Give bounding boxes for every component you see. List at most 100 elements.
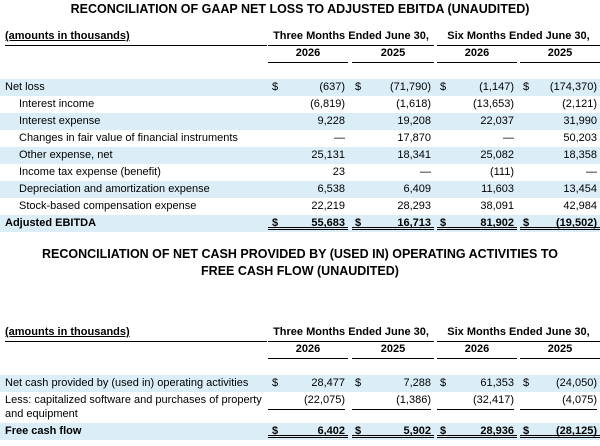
value: 61,353 <box>480 377 514 389</box>
value: (13,653) <box>473 98 514 110</box>
total-row: Adjusted EBITDA $ 55,683 $ 16,713 $ 81,9… <box>0 215 600 232</box>
dollar-sign: $ <box>523 377 530 389</box>
ebitda-year-2: 2025 <box>380 47 406 59</box>
row-label: Less: capitalized software and purchases… <box>5 394 262 420</box>
value: 9,228 <box>317 115 345 127</box>
total-value: 28,936 <box>480 425 514 437</box>
table-row: Depreciation and amortization expense 6,… <box>0 181 600 198</box>
total-value: (28,125) <box>556 425 597 437</box>
row-label: Net cash provided by (used in) operating… <box>5 377 249 389</box>
value: — <box>503 132 514 144</box>
dollar-sign: $ <box>437 215 517 230</box>
table-row: Interest income (6,819) (1,618) (13,653)… <box>0 96 600 113</box>
table-row: Changes in fair value of financial instr… <box>0 130 600 147</box>
dollar-sign: $ <box>352 423 434 438</box>
value: — <box>420 166 431 178</box>
value: (2,121) <box>562 98 597 110</box>
value: 50,203 <box>563 132 597 144</box>
dollar-sign: $ <box>272 377 279 389</box>
value: 38,091 <box>437 198 514 216</box>
fcf-period-6m: Six Months Ended June 30, <box>447 326 590 338</box>
ebitda-year-1: 2026 <box>295 47 321 59</box>
value: (6,819) <box>310 98 345 110</box>
fcf-year-header: 2026 2025 2026 2025 <box>0 341 600 358</box>
dollar-sign: $ <box>440 81 447 93</box>
value: 42,984 <box>520 198 597 216</box>
row-label: Interest income <box>19 98 95 110</box>
dollar-sign: $ <box>355 81 362 93</box>
total-value: 16,713 <box>397 217 431 229</box>
total-label: Adjusted EBITDA <box>5 217 97 229</box>
table-row: Other expense, net 25,131 18,341 25,082 … <box>0 147 600 164</box>
row-label: Interest expense <box>19 115 101 127</box>
total-value: 55,683 <box>311 217 345 229</box>
value: 22,037 <box>480 115 514 127</box>
fcf-year-2: 2025 <box>380 343 406 355</box>
value: — <box>334 132 345 144</box>
value: (24,050) <box>556 377 597 389</box>
dollar-sign: $ <box>268 215 348 230</box>
value: 11,603 <box>481 183 514 195</box>
value: (111) <box>489 166 514 178</box>
value: 25,131 <box>311 149 345 161</box>
ebitda-title: RECONCILIATION OF GAAP NET LOSS TO ADJUS… <box>70 2 530 16</box>
dollar-sign: $ <box>272 81 279 93</box>
value: (1,147) <box>479 81 514 93</box>
row-label: Depreciation and amortization expense <box>19 183 210 195</box>
total-value: 6,402 <box>317 425 345 437</box>
value: (1,618) <box>396 98 431 110</box>
value: 23 <box>332 166 345 178</box>
ebitda-year-3: 2026 <box>464 47 490 59</box>
value: 31,990 <box>563 115 597 127</box>
value: 28,477 <box>311 377 345 389</box>
value: 18,341 <box>397 149 431 161</box>
value: (174,370) <box>549 81 597 93</box>
total-row: Free cash flow $ 6,402 $ 5,902 $ 28,936 … <box>0 423 600 440</box>
total-value: 81,902 <box>480 217 514 229</box>
row-label: Changes in fair value of financial instr… <box>19 132 238 144</box>
value: 6,409 <box>403 183 431 195</box>
value: 6,538 <box>317 183 345 195</box>
row-label: Other expense, net <box>19 149 113 161</box>
fcf-year-4: 2025 <box>547 343 573 355</box>
ebitda-period-6m: Six Months Ended June 30, <box>447 30 590 42</box>
value: (71,790) <box>390 81 431 93</box>
value: (32,417) <box>437 392 514 410</box>
table-row: Stock-based compensation expense 22,219 … <box>0 198 600 216</box>
fcf-title: RECONCILIATION OF NET CASH PROVIDED BY (… <box>41 247 558 278</box>
value: 17,870 <box>397 132 431 144</box>
fcf-year-1: 2026 <box>295 343 321 355</box>
row-label: Stock-based compensation expense <box>19 200 197 212</box>
ebitda-table: (amounts in thousands) Three Months Ende… <box>0 28 600 232</box>
value: (1,386) <box>352 392 431 410</box>
fcf-period-3m: Three Months Ended June 30, <box>273 326 429 338</box>
value: 28,293 <box>352 198 431 216</box>
value: 19,208 <box>397 115 431 127</box>
ebitda-period-3m: Three Months Ended June 30, <box>273 30 429 42</box>
value: 18,358 <box>563 149 597 161</box>
table-row: Interest expense 9,228 19,208 22,037 31,… <box>0 113 600 130</box>
dollar-sign: $ <box>355 377 362 389</box>
value: 13,454 <box>563 183 597 195</box>
value: (637) <box>319 81 345 93</box>
dollar-sign: $ <box>440 377 447 389</box>
dollar-sign: $ <box>437 423 517 438</box>
fcf-period-header: (amounts in thousands) Three Months Ende… <box>0 324 600 341</box>
dollar-sign: $ <box>268 423 348 438</box>
table-row: Income tax expense (benefit) 23 — (111) … <box>0 164 600 181</box>
row-label: Net loss <box>5 81 45 93</box>
dollar-sign: $ <box>520 215 600 230</box>
dollar-sign: $ <box>520 423 600 438</box>
fcf-year-3: 2026 <box>464 343 490 355</box>
total-value: (19,502) <box>556 217 597 229</box>
table-row: Net loss $ (637) $ (71,790) $ (1,147) $ … <box>0 79 600 96</box>
table-row: Less: capitalized software and purchases… <box>0 392 600 423</box>
table-row: Net cash provided by (used in) operating… <box>0 375 600 392</box>
value: (22,075) <box>268 392 345 410</box>
row-label: Income tax expense (benefit) <box>19 166 161 178</box>
total-value: 5,902 <box>403 425 431 437</box>
value: (4,075) <box>520 392 597 410</box>
ebitda-amounts-label: (amounts in thousands) <box>5 30 130 42</box>
ebitda-year-4: 2025 <box>547 47 573 59</box>
